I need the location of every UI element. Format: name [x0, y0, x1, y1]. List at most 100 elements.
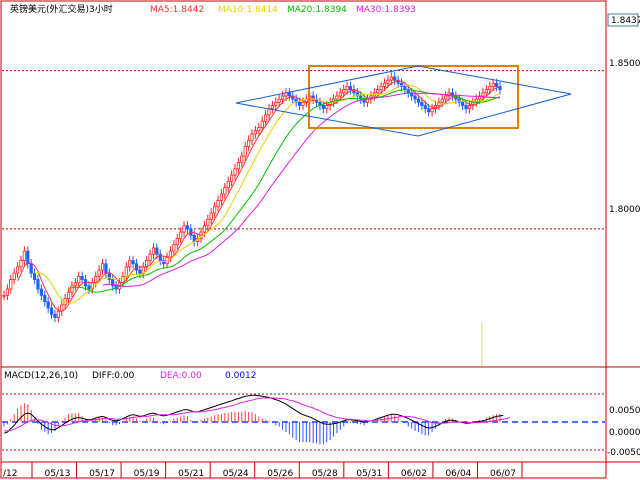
candle-body	[440, 98, 444, 103]
grid-lines	[2, 70, 605, 230]
candle-body	[73, 282, 77, 287]
date-label: 05/28	[312, 469, 338, 479]
candle-body	[141, 266, 145, 274]
candle-body	[420, 101, 424, 106]
macd-header: MACD(12,26,10) DIFF:0.00 DEA:0.00 0.0012	[4, 371, 257, 381]
diff-line	[3, 394, 504, 434]
candle-body	[382, 82, 387, 87]
candle-body	[236, 162, 241, 170]
candle-body	[182, 225, 186, 233]
ma10-label: MA10:1.8414	[218, 5, 278, 15]
candle-body	[488, 86, 492, 91]
candle-body	[5, 288, 9, 296]
candle-body	[53, 313, 57, 318]
candle-body	[100, 263, 105, 271]
candle-body	[352, 89, 356, 94]
candlestick-series	[2, 72, 502, 323]
candle-body	[393, 76, 397, 81]
candle-body	[162, 260, 166, 265]
candle-body	[280, 95, 285, 100]
candle-body	[464, 105, 468, 110]
moving-average-lines	[17, 80, 501, 312]
candle-body	[138, 269, 142, 274]
candle-body	[206, 219, 210, 227]
candle-body	[410, 92, 414, 97]
candle-body	[325, 105, 329, 110]
candle-body	[335, 95, 339, 100]
candle-body	[396, 79, 400, 84]
candle-body	[274, 101, 278, 106]
candle-body	[257, 127, 261, 132]
candle-body	[26, 250, 30, 265]
candle-body	[478, 95, 482, 100]
candle-body	[495, 82, 499, 87]
candle-body	[202, 225, 207, 233]
macd-tick-0-0050: 0.0050	[609, 406, 640, 416]
dea-label: DEA:0.00	[160, 371, 202, 381]
candle-body	[247, 139, 251, 148]
dea-line	[4, 397, 511, 432]
current-price-label: 1.8437	[611, 16, 640, 26]
candle-body	[46, 301, 50, 309]
candle-body	[233, 168, 237, 176]
candle-body	[240, 155, 244, 163]
macd-tick-0-0000: 0.0000	[609, 428, 640, 438]
candle-body	[148, 253, 152, 261]
candle-body	[294, 98, 298, 103]
candle-body	[172, 244, 176, 252]
candle-body	[216, 200, 220, 208]
candle-body	[124, 266, 128, 277]
candle-body	[263, 114, 268, 122]
candle-body	[158, 253, 162, 261]
candle-body	[175, 237, 179, 246]
macd-value-label: 0.0012	[225, 371, 257, 381]
candle-body	[49, 307, 54, 315]
ma20-label: MA20:1.8394	[287, 5, 347, 15]
candle-body	[111, 279, 115, 287]
date-label: 05/17	[89, 469, 115, 479]
macd-lines	[3, 394, 511, 434]
candle-body	[297, 101, 302, 106]
candle-body	[87, 285, 91, 290]
candle-body	[155, 247, 159, 255]
candle-body	[213, 206, 217, 214]
candle-body	[491, 82, 495, 87]
candle-body	[226, 181, 230, 189]
candle-body	[287, 92, 291, 97]
ma5-label: MA5:1.8442	[150, 5, 204, 15]
candle-body	[338, 92, 342, 97]
candle-body	[348, 86, 353, 91]
candle-body	[219, 193, 224, 201]
macd-label: MACD(12,26,10)	[4, 371, 78, 381]
candle-body	[80, 275, 84, 280]
chart-title: 英镑美元(外汇交易)3小时	[10, 3, 113, 15]
candle-body	[29, 263, 33, 274]
macd-axis: 0.0050 0.0000 -0.0050	[607, 406, 640, 458]
candle-body	[260, 120, 264, 129]
consolidation-box	[308, 65, 519, 129]
candle-body	[43, 294, 47, 303]
ma30-line	[102, 92, 501, 288]
candle-body	[277, 98, 281, 103]
candle-body	[179, 231, 183, 239]
candle-body	[56, 310, 60, 318]
candle-body	[104, 263, 108, 274]
price-tick-1-8500: 1.8500	[609, 59, 640, 69]
candle-body	[97, 269, 101, 277]
candle-body	[423, 105, 427, 110]
candle-body	[230, 174, 234, 182]
date-label: 05/24	[223, 469, 249, 479]
candle-body	[70, 285, 74, 293]
candle-body	[433, 105, 438, 110]
candle-body	[430, 108, 434, 113]
candle-body	[386, 79, 390, 84]
candle-body	[461, 101, 465, 106]
date-label: 05/13	[45, 469, 71, 479]
macd-histogram	[2, 393, 605, 451]
candle-body	[77, 275, 81, 284]
date-label: 06/02	[401, 469, 427, 479]
date-label: 06/04	[445, 469, 471, 479]
candle-body	[9, 279, 13, 290]
